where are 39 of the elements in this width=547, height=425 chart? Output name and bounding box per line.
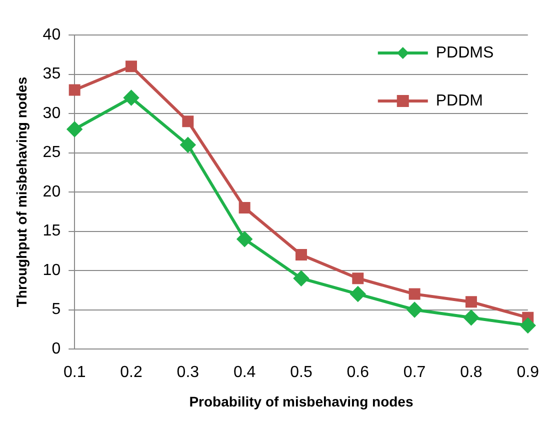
- point: [408, 288, 420, 300]
- point: [294, 270, 309, 286]
- point: [182, 116, 194, 128]
- y-axis-title: Throughput of misbehaving nodes: [13, 76, 30, 308]
- x-tick-label: 0.8: [460, 364, 482, 382]
- point: [68, 84, 80, 96]
- y-tick-label: 5: [52, 301, 61, 318]
- x-tick-label: 0.2: [120, 364, 142, 382]
- x-tick-label: 0.3: [176, 364, 200, 382]
- point: [352, 272, 364, 284]
- point: [67, 122, 82, 137]
- point: [350, 286, 366, 302]
- y-tick-label: 15: [42, 222, 61, 240]
- point: [124, 90, 139, 106]
- x-tick-label: 0.6: [346, 364, 370, 382]
- x-tick-label: 0.7: [403, 364, 426, 382]
- y-tick-label: 30: [42, 104, 61, 122]
- x-tick-label: 0.5: [290, 364, 312, 382]
- x-tick-label: 0.9: [516, 364, 540, 382]
- point: [407, 302, 422, 318]
- point: [238, 202, 250, 214]
- point: [520, 318, 536, 333]
- y-tick-label: 0: [52, 340, 61, 358]
- point: [295, 249, 307, 261]
- y-tick-label: 25: [42, 144, 61, 162]
- point: [180, 137, 196, 152]
- x-axis-title: Probability of misbehaving nodes: [189, 393, 414, 410]
- y-tick-label: 35: [42, 66, 61, 83]
- y-tick-label: 10: [42, 262, 61, 279]
- point: [237, 232, 252, 247]
- x-tick-label: 0.4: [233, 364, 256, 382]
- y-tick-label: 20: [42, 183, 61, 200]
- x-tick-label: 0.1: [63, 364, 86, 382]
- y-tick-label: 40: [42, 26, 61, 44]
- legend-label: PDDM: [436, 92, 483, 110]
- point: [464, 310, 479, 326]
- legend-label: PDDMS: [436, 44, 494, 62]
- point: [465, 296, 477, 308]
- point: [126, 60, 137, 72]
